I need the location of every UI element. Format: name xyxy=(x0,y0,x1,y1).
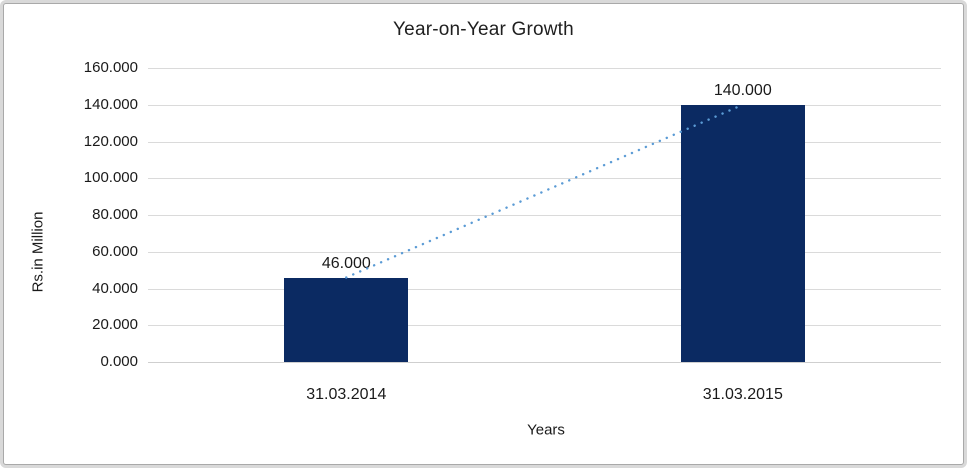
gridline xyxy=(148,215,941,216)
y-tick-label: 80.000 xyxy=(92,206,138,223)
gridline xyxy=(148,325,941,327)
bar xyxy=(680,104,805,363)
gridline xyxy=(148,68,941,69)
x-tick-label: 31.03.2015 xyxy=(702,386,783,403)
chart-container: Year-on-Year Growth Rs.in Million 46.000… xyxy=(3,3,964,465)
gridline xyxy=(148,288,941,290)
y-tick-label: 120.000 xyxy=(83,132,138,150)
y-tick-label: 0.000 xyxy=(100,353,138,370)
trendline xyxy=(345,103,744,279)
y-tick-label: 60.000 xyxy=(92,242,138,260)
x-axis-title: Years xyxy=(527,421,565,439)
gridline xyxy=(148,104,941,106)
y-tick-label: 20.000 xyxy=(92,316,138,334)
plot-area: 46.000 140.000 xyxy=(148,68,941,363)
chart-title: Year-on-Year Growth xyxy=(393,19,574,40)
y-tick-label: 140.000 xyxy=(83,95,138,113)
y-tick-label: 160.000 xyxy=(83,59,138,76)
bar xyxy=(284,277,409,362)
y-tick-label: 40.000 xyxy=(92,279,138,297)
gridline xyxy=(148,141,941,143)
bar-value-label: 46.000 xyxy=(321,254,371,272)
x-axis-line xyxy=(148,362,941,363)
x-tick-label: 31.03.2014 xyxy=(306,386,387,403)
gridline xyxy=(148,178,941,180)
bar-value-label: 140.000 xyxy=(713,81,772,99)
y-tick-label: 100.000 xyxy=(83,169,138,187)
gridline xyxy=(148,251,941,253)
